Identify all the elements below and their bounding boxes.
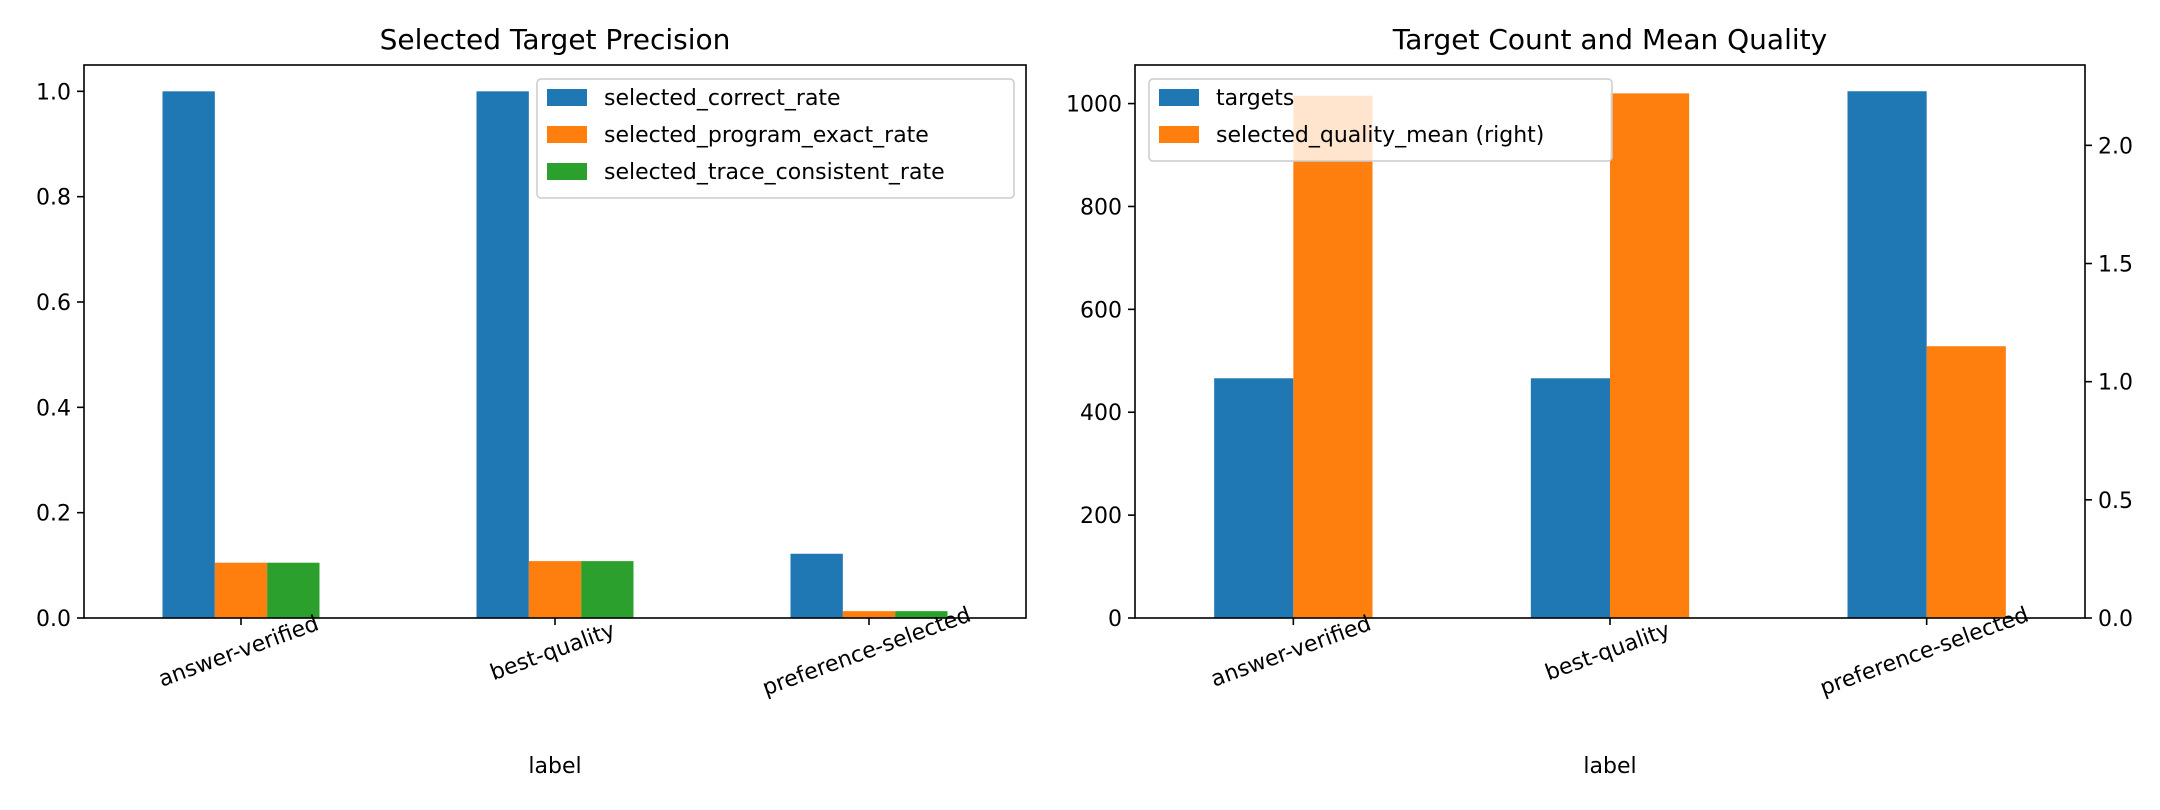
y2-tick-label: 0.5 (2098, 489, 2133, 514)
bar-selected-program-exact-rate-best-quality (528, 561, 582, 618)
y-tick-label: 0.8 (36, 186, 71, 211)
bar-selected-correct-rate-preference-selected (790, 553, 843, 618)
legend-label: selected_quality_mean (right) (1216, 123, 1544, 148)
x-tick-label: best-quality (487, 618, 618, 686)
y2-tick-label: 1.0 (2098, 371, 2133, 396)
y-tick-label: 1.0 (36, 80, 71, 105)
bar-selected-correct-rate-best-quality (476, 91, 529, 619)
bar-selected-quality-mean-right--best-quality (1610, 93, 1690, 619)
bar-selected-quality-mean-right--preference-selected (1926, 346, 2006, 618)
y2-tick-label: 2.0 (2098, 134, 2133, 159)
x-tick-label: answer-verified (155, 611, 322, 692)
legend-label: selected_trace_consistent_rate (604, 160, 945, 185)
y-tick-label: 800 (1080, 195, 1122, 220)
legend-label: selected_program_exact_rate (604, 123, 929, 148)
y2-tick-label: 1.5 (2098, 253, 2133, 278)
x-tick-label: answer-verified (1208, 611, 1375, 692)
y2-tick-label: 0.0 (2098, 607, 2133, 632)
legend-box (536, 78, 1015, 199)
chart-1: Selected Target Precision 0.0 0.2 0.4 0.6 0.8… (36, 23, 1027, 779)
legend-swatch (547, 163, 587, 180)
y-tick-label: 400 (1080, 401, 1122, 426)
y-tick-label: 600 (1080, 298, 1122, 323)
x-axis-label: label (528, 754, 581, 779)
chart-title: Target Count and Mean Quality (1392, 23, 1827, 56)
y-tick-label: 0.4 (36, 396, 71, 421)
legend: selected_correct_rate selected_program_ex… (536, 78, 1015, 199)
chart-2: Target Count and Mean Quality 0 200 400 600 8… (1066, 23, 2133, 779)
y-tick-label: 0.0 (36, 607, 71, 632)
bar-targets-answer-verified (1214, 378, 1294, 618)
bar-selected-program-exact-rate-answer-verified (214, 562, 268, 618)
bar-selected-trace-consistent-rate-best-quality (581, 561, 634, 618)
bar-targets-preference-selected (1847, 91, 1927, 618)
chart-title: Selected Target Precision (380, 23, 731, 56)
bar-selected-quality-mean-right--answer-verified (1293, 95, 1373, 618)
legend-label: selected_correct_rate (604, 86, 841, 111)
y-tick-label: 0 (1108, 607, 1122, 632)
bar-targets-best-quality (1530, 378, 1610, 618)
legend: targets selected_quality_mean (right) (1148, 78, 1613, 162)
y-tick-label: 0.2 (36, 502, 71, 527)
legend-swatch (1159, 89, 1199, 106)
legend-label: targets (1216, 86, 1294, 111)
y-tick-label: 200 (1080, 504, 1122, 529)
bar-selected-trace-consistent-rate-preference-selected (895, 611, 948, 618)
bar-selected-correct-rate-answer-verified (162, 91, 215, 619)
y-tick-label: 0.6 (36, 291, 71, 316)
bar-selected-trace-consistent-rate-answer-verified (267, 562, 320, 618)
legend-box (1148, 78, 1613, 162)
legend-swatch (1159, 126, 1199, 143)
x-axis-label: label (1583, 754, 1636, 779)
y-tick-label: 1000 (1066, 93, 1122, 118)
bar-selected-program-exact-rate-preference-selected (842, 611, 896, 618)
legend-swatch (547, 89, 587, 106)
x-tick-label: best-quality (1542, 618, 1673, 686)
legend-swatch (547, 126, 587, 143)
